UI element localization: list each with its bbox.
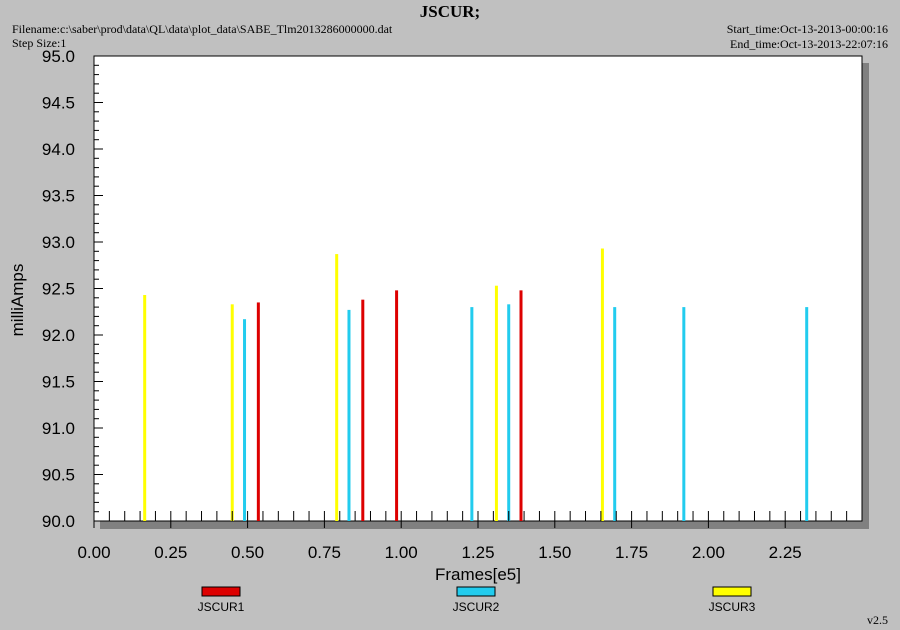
- bar-jscur2: [507, 304, 511, 521]
- y-tick-label: 94.0: [42, 140, 75, 159]
- bars-layer: [143, 248, 809, 521]
- y-tick-label: 94.5: [42, 94, 75, 113]
- bar-jscur1: [395, 290, 399, 521]
- start-time-label: Start_time:Oct-13-2013-00:00:16: [726, 22, 888, 36]
- x-tick-label: 2.25: [769, 543, 802, 562]
- bar-jscur1: [361, 299, 365, 521]
- legend-swatch-jscur2: [456, 586, 496, 597]
- bar-jscur2: [470, 307, 474, 521]
- bar-jscur3: [494, 285, 498, 521]
- y-tick-label: 90.0: [42, 512, 75, 531]
- x-tick-label: 1.50: [538, 543, 571, 562]
- y-tick-label: 92.0: [42, 326, 75, 345]
- chart-title: JSCUR;: [419, 2, 481, 21]
- bar-jscur3: [143, 295, 147, 521]
- x-axis-label: Frames[e5]: [435, 565, 521, 584]
- bar-jscur2: [613, 307, 617, 521]
- bar-jscur3: [600, 248, 604, 521]
- bar-jscur1: [256, 302, 260, 521]
- version-label: v2.5: [867, 613, 888, 627]
- y-tick-label: 92.5: [42, 280, 75, 299]
- y-tick-label: 90.5: [42, 466, 75, 485]
- filename-label: Filename:c:\saber\prod\data\QL\data\plot…: [12, 22, 393, 36]
- legend-swatch-jscur1: [201, 586, 241, 597]
- legend: JSCUR1 JSCUR2 JSCUR3: [198, 586, 756, 614]
- x-tick-label: 1.25: [461, 543, 494, 562]
- bar-jscur2: [682, 307, 686, 521]
- y-tick-label: 93.5: [42, 187, 75, 206]
- bar-jscur2: [805, 307, 809, 521]
- y-axis-label: milliAmps: [8, 264, 27, 337]
- x-tick-label: 0.75: [308, 543, 341, 562]
- legend-label-jscur3: JSCUR3: [709, 600, 756, 614]
- legend-swatch-jscur3: [712, 586, 752, 597]
- y-tick-label: 91.5: [42, 373, 75, 392]
- x-tick-label: 1.00: [385, 543, 418, 562]
- x-tick-label: 2.00: [692, 543, 725, 562]
- y-tick-label: 91.0: [42, 419, 75, 438]
- bar-jscur2: [243, 319, 247, 521]
- x-minor-ticks: [108, 511, 848, 521]
- y-axis: 90.0 90.5 91.0 91.5 92.0 92.5 93.0 93.5 94.0 94.5…: [42, 47, 103, 531]
- y-tick-label: 93.0: [42, 233, 75, 252]
- plot-area: [93, 55, 863, 522]
- legend-label-jscur2: JSCUR2: [453, 600, 500, 614]
- step-size-label: Step Size:1: [12, 36, 67, 50]
- bar-jscur3: [335, 254, 339, 521]
- y-tick-label: 95.0: [42, 47, 75, 66]
- end-time-label: End_time:Oct-13-2013-22:07:16: [730, 37, 888, 51]
- legend-label-jscur1: JSCUR1: [198, 600, 245, 614]
- x-tick-label: 0.00: [77, 543, 110, 562]
- x-tick-label: 0.25: [154, 543, 187, 562]
- bar-jscur3: [230, 304, 234, 521]
- bar-jscur1: [519, 290, 523, 521]
- bar-jscur2: [347, 309, 351, 521]
- x-tick-label: 1.75: [615, 543, 648, 562]
- x-axis: 0.00 0.25 0.50 0.75 1.00 1.25 1.50 1.75 2.00 2.25: [77, 521, 802, 562]
- x-tick-label: 0.50: [231, 543, 264, 562]
